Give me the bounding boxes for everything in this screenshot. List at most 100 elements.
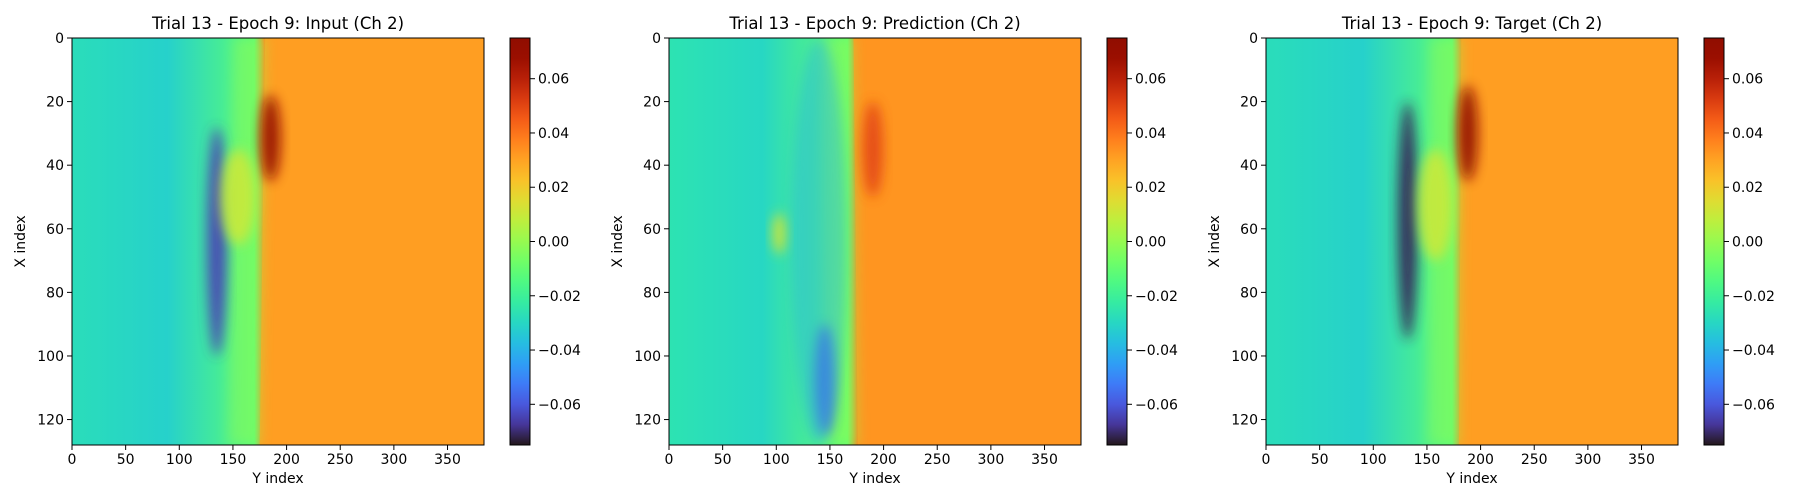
colorbar: 0.06 0.04 0.02 0.00 −0.02 −0.04 −0.06 bbox=[1106, 37, 1178, 446]
heatmap-panel-1: Trial 13 - Epoch 9: Input (Ch 2) 0 50 100 15… bbox=[13, 14, 581, 487]
x-tick-label: 250 bbox=[924, 452, 951, 468]
x-tick-label: 300 bbox=[1575, 452, 1602, 468]
x-tick-label: 200 bbox=[870, 452, 897, 468]
y-tick-label: 100 bbox=[37, 349, 64, 365]
colorbar-tick-label: 0.02 bbox=[1732, 180, 1763, 196]
y-tick-label: 80 bbox=[1240, 285, 1258, 301]
y-tick-label: 60 bbox=[1240, 222, 1258, 238]
chart-title: Trial 13 - Epoch 9: Target (Ch 2) bbox=[1341, 14, 1602, 33]
y-tick-label: 80 bbox=[46, 285, 64, 301]
colorbar: 0.06 0.04 0.02 0.00 −0.02 −0.04 −0.06 bbox=[1703, 37, 1775, 446]
heatmap-panel-3: Trial 13 - Epoch 9: Target (Ch 2) 0 50 100 1… bbox=[1207, 14, 1775, 487]
colorbar-tick-label: 0.06 bbox=[1732, 72, 1763, 88]
y-tick-label: 20 bbox=[46, 95, 64, 111]
colorbar-gradient bbox=[509, 37, 531, 446]
x-tick-label: 100 bbox=[763, 452, 790, 468]
field-feature-negative-streak bbox=[1397, 101, 1418, 341]
y-tick-label: 0 bbox=[652, 31, 661, 47]
colorbar-tick-label: −0.06 bbox=[1135, 397, 1178, 413]
field-feature-positive-peak bbox=[260, 95, 281, 182]
colorbar-tick-label: −0.02 bbox=[538, 289, 581, 305]
x-tick-label: 200 bbox=[1467, 452, 1494, 468]
x-axis-label: Y index bbox=[848, 471, 900, 487]
colorbar-gradient bbox=[1703, 37, 1725, 446]
x-axis-label: Y index bbox=[251, 471, 303, 487]
x-tick-label: 0 bbox=[1262, 452, 1271, 468]
x-tick-label: 300 bbox=[978, 452, 1005, 468]
field-feature-positive-patch bbox=[220, 149, 257, 245]
colorbar-tick-label: −0.02 bbox=[1732, 289, 1775, 305]
transition-band bbox=[227, 38, 266, 445]
y-axis-label: X index bbox=[13, 215, 29, 267]
x-tick-label: 50 bbox=[714, 452, 732, 468]
front-region bbox=[259, 38, 484, 445]
x-tick-label: 150 bbox=[220, 452, 247, 468]
x-tick-label: 150 bbox=[1414, 452, 1441, 468]
colorbar-tick-label: 0.00 bbox=[1135, 235, 1166, 251]
colorbar-tick-label: −0.04 bbox=[1135, 343, 1178, 359]
y-axis-label: X index bbox=[1207, 215, 1223, 267]
chart-title: Trial 13 - Epoch 9: Input (Ch 2) bbox=[151, 14, 404, 33]
field-feature-positive-patch bbox=[1417, 149, 1454, 261]
axes-frame bbox=[71, 37, 485, 446]
x-tick-label: 50 bbox=[117, 452, 135, 468]
axes-frame bbox=[668, 37, 1082, 446]
x-axis-label: Y index bbox=[1445, 471, 1497, 487]
colorbar-tick-label: 0.06 bbox=[1135, 72, 1166, 88]
x-tick-label: 150 bbox=[817, 452, 844, 468]
y-tick-label: 20 bbox=[1240, 95, 1258, 111]
x-tick-label: 100 bbox=[166, 452, 193, 468]
field-feature-positive-peak bbox=[1457, 85, 1478, 182]
colorbar: 0.06 0.04 0.02 0.00 −0.02 −0.04 −0.06 bbox=[509, 37, 581, 446]
heatmap-image bbox=[1266, 38, 1678, 445]
x-tick-label: 350 bbox=[434, 452, 461, 468]
y-tick-label: 120 bbox=[634, 413, 661, 429]
y-tick-label: 40 bbox=[46, 158, 64, 174]
colorbar-tick-label: 0.02 bbox=[1135, 180, 1166, 196]
x-tick-label: 50 bbox=[1311, 452, 1329, 468]
colorbar-tick-label: 0.04 bbox=[1135, 126, 1166, 142]
y-tick-label: 120 bbox=[1231, 413, 1258, 429]
y-tick-label: 120 bbox=[37, 413, 64, 429]
field-feature-positive-peak bbox=[862, 101, 883, 197]
y-tick-label: 20 bbox=[643, 95, 661, 111]
x-tick-label: 0 bbox=[68, 452, 77, 468]
heatmap-image bbox=[72, 38, 484, 445]
colorbar-tick-label: 0.02 bbox=[538, 180, 569, 196]
colorbar-tick-label: −0.04 bbox=[1732, 343, 1775, 359]
x-tick-label: 250 bbox=[327, 452, 354, 468]
x-tick-label: 300 bbox=[381, 452, 408, 468]
colorbar-tick-label: 0.04 bbox=[538, 126, 569, 142]
colorbar-tick-label: −0.04 bbox=[538, 343, 581, 359]
y-tick-label: 60 bbox=[46, 222, 64, 238]
field-feature-positive-blob bbox=[772, 212, 787, 255]
y-axis-label: X index bbox=[610, 215, 626, 267]
x-tick-label: 200 bbox=[273, 452, 300, 468]
y-tick-label: 0 bbox=[1249, 31, 1258, 47]
colorbar-tick-label: 0.00 bbox=[1732, 235, 1763, 251]
colorbar-gradient bbox=[1106, 37, 1128, 446]
y-tick-label: 40 bbox=[643, 158, 661, 174]
chart-title: Trial 13 - Epoch 9: Prediction (Ch 2) bbox=[728, 14, 1020, 33]
field-feature-wavy-band bbox=[791, 38, 848, 445]
front-region bbox=[1459, 38, 1678, 445]
y-tick-label: 80 bbox=[643, 285, 661, 301]
x-tick-label: 100 bbox=[1360, 452, 1387, 468]
y-tick-label: 100 bbox=[634, 349, 661, 365]
colorbar-tick-label: −0.06 bbox=[1732, 397, 1775, 413]
x-tick-label: 350 bbox=[1031, 452, 1058, 468]
colorbar-tick-label: −0.06 bbox=[538, 397, 581, 413]
colorbar-tick-label: 0.04 bbox=[1732, 126, 1763, 142]
y-tick-label: 40 bbox=[1240, 158, 1258, 174]
heatmap-panel-2: Trial 13 - Epoch 9: Prediction (Ch 2) 0 50… bbox=[610, 14, 1178, 487]
colorbar-tick-label: 0.00 bbox=[538, 235, 569, 251]
colorbar-tick-label: 0.06 bbox=[538, 72, 569, 88]
x-tick-label: 250 bbox=[1521, 452, 1548, 468]
y-tick-label: 60 bbox=[643, 222, 661, 238]
front-region bbox=[853, 38, 1081, 445]
y-tick-label: 100 bbox=[1231, 349, 1258, 365]
x-tick-label: 350 bbox=[1628, 452, 1655, 468]
axes-frame bbox=[1265, 37, 1679, 446]
heatmap-image bbox=[669, 38, 1081, 445]
